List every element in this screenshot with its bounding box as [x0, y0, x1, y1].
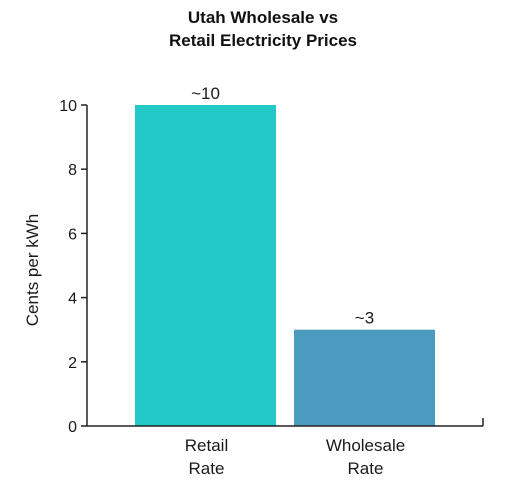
- x-axis: Retail Rate Wholesale Rate: [87, 418, 484, 478]
- chart-title-line-1: Utah Wholesale vs: [187, 8, 339, 27]
- x-category-label-2-line-2: Rate: [348, 459, 384, 478]
- chart-title: Utah Wholesale vs Retail Electricity Pri…: [0, 6, 512, 52]
- y-tick-label-8: 8: [68, 162, 77, 179]
- y-tick-label-6: 6: [68, 226, 77, 243]
- y-axis: 0 2 4 6 8 10: [59, 98, 88, 436]
- chart-title-line-2: Retail Electricity Prices: [168, 31, 358, 50]
- y-axis-label: Cents per kWh: [23, 214, 42, 326]
- x-category-label-2-line-1: Wholesale: [326, 436, 405, 455]
- data-label-2: ~3: [355, 309, 374, 328]
- bars: ~10 ~3: [135, 84, 435, 426]
- y-tick-label-4: 4: [68, 291, 77, 308]
- bar-2: [294, 329, 435, 426]
- y-tick-label-2: 2: [68, 355, 77, 372]
- x-category-label-1-line-1: Retail: [185, 436, 228, 455]
- y-tick-label-0: 0: [68, 419, 77, 436]
- bar-1: [135, 105, 276, 426]
- data-label-1: ~10: [191, 84, 220, 103]
- y-tick-label-10: 10: [59, 98, 77, 115]
- x-category-label-1-line-2: Rate: [189, 459, 225, 478]
